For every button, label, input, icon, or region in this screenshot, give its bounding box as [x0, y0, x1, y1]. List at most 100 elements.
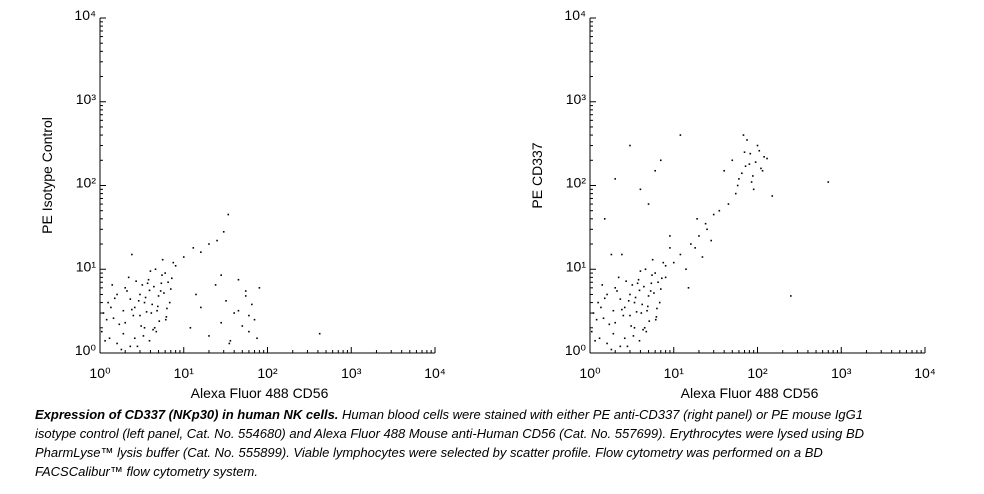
point: [150, 312, 153, 314]
point: [597, 301, 599, 304]
point: [601, 284, 604, 286]
point: [657, 281, 659, 284]
point: [659, 288, 662, 290]
point: [621, 253, 623, 256]
point: [168, 301, 171, 304]
point: [625, 280, 627, 282]
point: [131, 253, 133, 256]
point: [222, 231, 225, 233]
point: [744, 165, 747, 167]
point: [124, 321, 127, 324]
point: [694, 247, 696, 249]
x-axis-label: Alexa Fluor 488 CD56: [681, 385, 819, 400]
point: [122, 309, 125, 312]
point: [237, 278, 240, 281]
point: [129, 345, 132, 348]
point: [603, 297, 606, 300]
point: [639, 188, 642, 191]
point: [116, 342, 118, 345]
point: [704, 222, 707, 225]
point: [208, 243, 210, 245]
point: [639, 270, 642, 272]
point: [189, 326, 192, 329]
point: [658, 301, 661, 304]
point: [642, 328, 644, 331]
point: [318, 332, 321, 335]
point: [241, 325, 244, 327]
point: [827, 181, 830, 183]
point: [220, 274, 222, 276]
point: [685, 268, 687, 271]
y-tick-label: 10⁴: [74, 7, 96, 23]
y-tick-label: 10⁰: [75, 342, 97, 358]
point: [638, 289, 641, 292]
point: [158, 320, 161, 322]
point: [627, 300, 630, 302]
point: [752, 188, 755, 191]
point: [653, 292, 655, 294]
point: [648, 320, 651, 322]
point: [672, 261, 675, 264]
point: [154, 268, 157, 271]
point: [153, 285, 155, 288]
point: [619, 298, 622, 300]
point: [606, 342, 608, 345]
point: [661, 277, 663, 280]
point: [141, 284, 144, 286]
point: [690, 243, 692, 245]
point: [763, 156, 765, 158]
point: [148, 339, 151, 342]
point: [233, 312, 235, 314]
caption-text: Human blood cells were stained with eith…: [35, 407, 865, 479]
point: [116, 293, 118, 296]
point: [754, 161, 757, 163]
point: [749, 152, 752, 155]
y-tick-label: 10³: [76, 91, 97, 107]
point: [626, 345, 629, 348]
point: [120, 348, 123, 351]
point: [655, 316, 658, 318]
point: [643, 285, 645, 288]
point: [637, 278, 640, 281]
point: [629, 314, 631, 317]
x-tick-label: 10¹: [174, 365, 195, 381]
point: [790, 295, 792, 297]
point: [160, 282, 163, 285]
x-tick-label: 10¹: [664, 365, 685, 381]
point: [100, 330, 103, 333]
point: [136, 345, 139, 348]
point: [169, 288, 172, 290]
x-tick-label: 10⁰: [579, 365, 601, 381]
point: [137, 300, 140, 302]
point: [647, 203, 650, 205]
point: [669, 235, 671, 237]
point: [220, 321, 222, 324]
point: [143, 326, 146, 329]
point: [634, 296, 637, 299]
point: [631, 284, 634, 286]
point: [152, 328, 154, 331]
point: [172, 261, 175, 264]
point: [647, 305, 649, 308]
point: [253, 318, 256, 321]
point: [651, 258, 654, 261]
point: [654, 169, 656, 172]
x-tick-label: 10⁰: [89, 365, 111, 381]
point: [143, 301, 146, 304]
point: [603, 218, 606, 220]
point: [142, 335, 145, 337]
x-axis-label: Alexa Fluor 488 CD56: [191, 385, 329, 400]
point: [118, 323, 121, 326]
point: [146, 282, 149, 285]
point: [746, 139, 748, 141]
point: [237, 309, 240, 312]
point: [758, 149, 761, 152]
point: [656, 307, 658, 310]
point: [712, 213, 715, 216]
point: [633, 326, 636, 329]
point: [646, 309, 648, 312]
point: [126, 290, 128, 292]
point: [159, 290, 162, 292]
y-axis-label: PE Isotype Control: [39, 117, 55, 234]
point: [621, 308, 623, 311]
